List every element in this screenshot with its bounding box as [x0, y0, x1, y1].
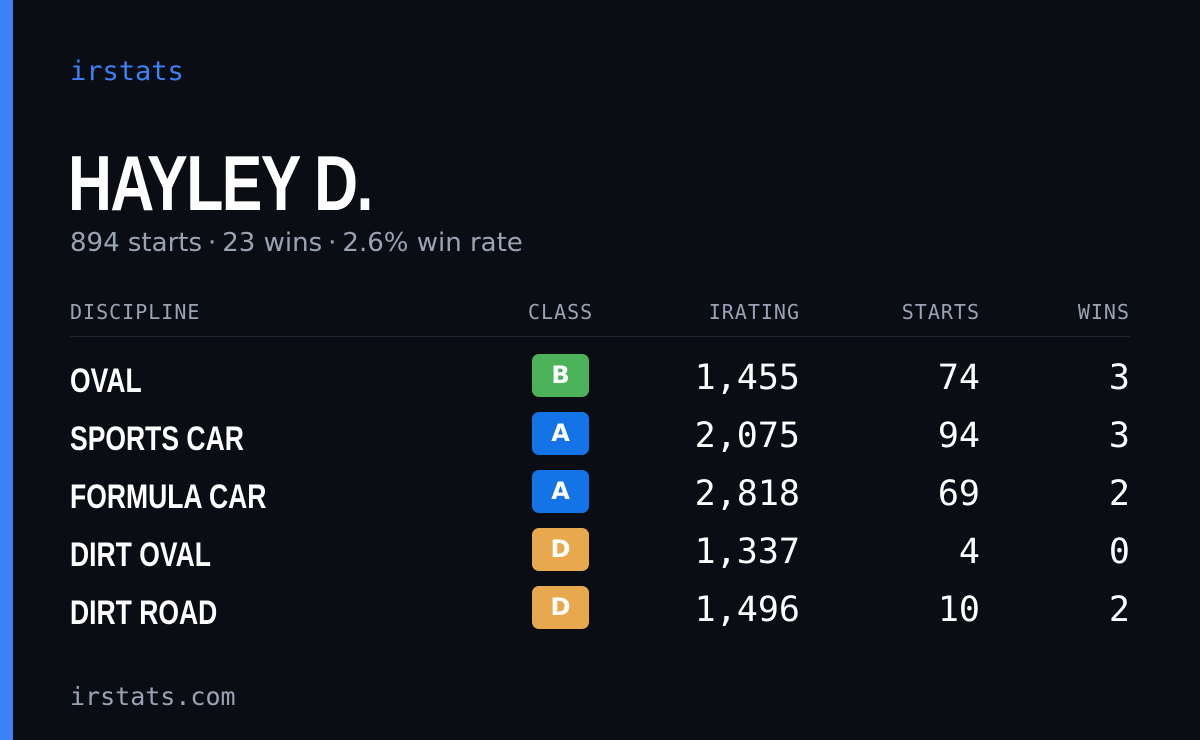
wins-summary: 23 wins [222, 228, 323, 258]
irating-value: 1,455 [694, 358, 800, 398]
table-row: DIRT ROAD D 1,496 10 2 [0, 586, 1200, 644]
wins-value: 0 [1108, 532, 1130, 572]
footer-url: irstats.com [70, 682, 236, 711]
brand-logo-text: irstats [70, 56, 184, 87]
discipline-name: FORMULA CAR [70, 478, 267, 516]
wins-value: 2 [1108, 474, 1130, 514]
class-badge: A [532, 412, 589, 455]
irating-value: 2,075 [694, 416, 800, 456]
summary-separator: · [328, 228, 337, 258]
starts-value: 4 [958, 532, 980, 572]
discipline-name: DIRT ROAD [70, 594, 218, 632]
starts-value: 74 [937, 358, 980, 398]
win-rate-summary: 2.6% win rate [342, 228, 523, 258]
class-badge: B [532, 354, 589, 397]
wins-value: 3 [1108, 358, 1130, 398]
wins-value: 3 [1108, 416, 1130, 456]
class-badge: D [532, 586, 589, 629]
summary-separator: · [208, 228, 217, 258]
discipline-name: SPORTS CAR [70, 420, 244, 458]
discipline-name: OVAL [70, 362, 142, 400]
column-header-irating: IRATING [708, 300, 800, 324]
header-divider [70, 336, 1130, 337]
class-badge: D [532, 528, 589, 571]
table-row: FORMULA CAR A 2,818 69 2 [0, 470, 1200, 528]
starts-value: 10 [937, 590, 980, 630]
starts-summary: 894 starts [70, 228, 202, 258]
starts-value: 94 [937, 416, 980, 456]
column-header-class: CLASS [528, 300, 594, 324]
column-header-wins: WINS [1077, 300, 1130, 324]
accent-bar [0, 0, 13, 740]
table-row: DIRT OVAL D 1,337 4 0 [0, 528, 1200, 586]
column-header-starts: STARTS [901, 300, 980, 324]
wins-value: 2 [1108, 590, 1130, 630]
starts-value: 69 [937, 474, 980, 514]
driver-name: HAYLEY D. [68, 139, 373, 227]
table-row: OVAL B 1,455 74 3 [0, 354, 1200, 412]
irating-value: 1,496 [694, 590, 800, 630]
class-badge: A [532, 470, 589, 513]
driver-summary: 894 starts · 23 wins · 2.6% win rate [70, 228, 523, 258]
table-row: SPORTS CAR A 2,075 94 3 [0, 412, 1200, 470]
discipline-name: DIRT OVAL [70, 536, 211, 574]
column-header-discipline: DISCIPLINE [70, 300, 201, 324]
irating-value: 2,818 [694, 474, 800, 514]
irating-value: 1,337 [694, 532, 800, 572]
